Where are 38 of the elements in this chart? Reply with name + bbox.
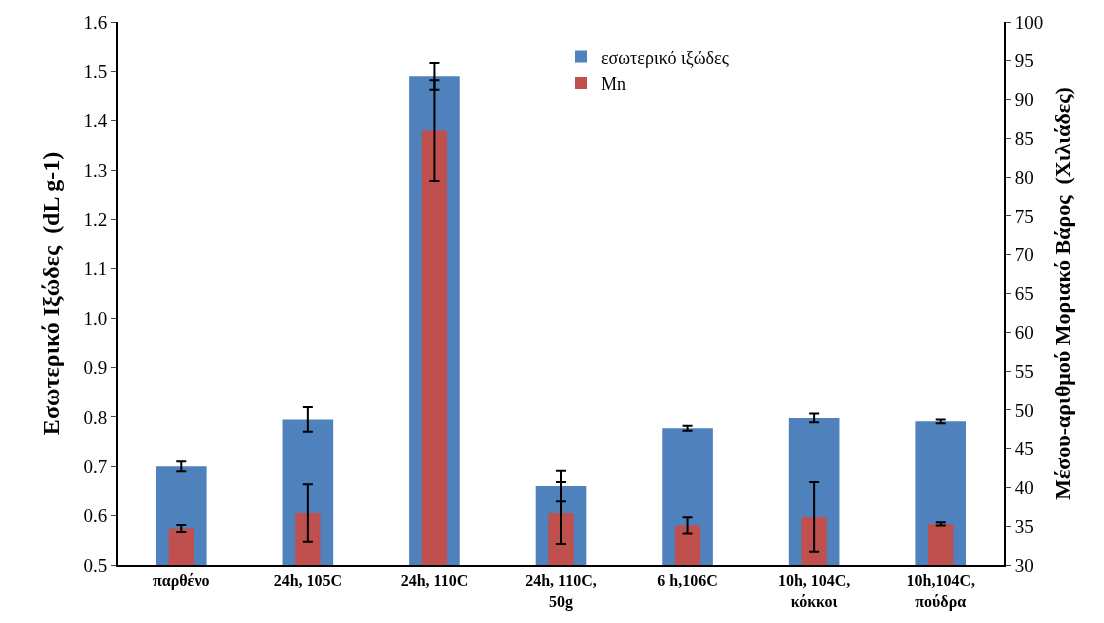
y-tick-label: 0.9 [83,357,108,379]
legend-label: Mn [601,73,627,94]
y-tick-label: 0.6 [83,505,108,527]
y-tick-label: 1.3 [83,159,108,181]
y-tick-label: 1.2 [83,209,108,231]
y2-tick-label: 85 [1014,128,1034,150]
y-tick-label: 0.5 [83,554,108,576]
x-tick-label: παρθένο [152,572,210,591]
y2-tick-label: 70 [1014,244,1034,266]
y2-tick-label: 60 [1014,321,1034,343]
y2-tick-label: 30 [1014,554,1034,576]
x-tick-label: 10h,104C, πούδρα [906,572,975,611]
y2-tick-label: 75 [1014,205,1034,227]
y2-axis-title: Μέσου-αριθμού Μοριακό Βάρος (Χιλιάδες) [1050,87,1075,500]
y2-tick-label: 80 [1014,166,1034,188]
x-tick-label: 10h, 104C, κόκκοι [777,572,851,610]
x-tick-label: 24h, 110C, 50g [525,572,597,611]
y2-tick-label: 35 [1014,515,1034,537]
x-tick-label: 24h, 105C [273,572,343,590]
y2-tick-label: 90 [1014,89,1034,111]
x-tick-label: 6 h,106C [657,572,718,590]
y-tick-label: 0.7 [83,455,108,477]
y2-tick-label: 65 [1014,283,1034,305]
y2-tick-label: 55 [1014,360,1034,382]
y-tick-label: 1.5 [83,61,108,83]
y-tick-label: 1.1 [83,258,108,280]
y-tick-label: 1.4 [83,110,108,132]
legend-label: εσωτερικό ιξώδες [601,47,729,68]
y-tick-label: 1.0 [83,307,108,329]
y2-tick-label: 40 [1014,477,1034,499]
y2-tick-label: 50 [1014,399,1034,421]
y2-tick-label: 100 [1014,11,1044,33]
y2-tick-label: 95 [1014,50,1034,72]
y-tick-label: 1.6 [83,11,108,33]
y2-tick-label: 45 [1014,438,1034,460]
y-tick-label: 0.8 [83,406,108,428]
x-tick-label: 24h, 110C [400,572,469,590]
y-axis-title: Εσωτερικό Ιξώδες (dL g-1) [38,151,64,436]
